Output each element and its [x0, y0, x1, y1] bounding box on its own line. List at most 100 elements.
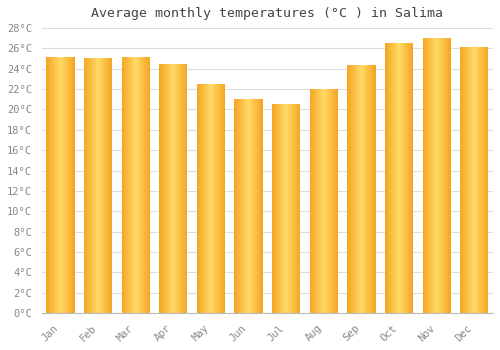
Bar [147, 57, 148, 313]
Bar [326, 89, 327, 313]
Bar [103, 57, 104, 313]
Bar [260, 99, 261, 313]
Bar [426, 38, 427, 313]
Bar [252, 99, 253, 313]
Bar [159, 64, 160, 313]
Bar [167, 64, 168, 313]
Bar [223, 84, 224, 313]
Bar [370, 65, 371, 313]
Bar [470, 47, 471, 313]
Bar [386, 43, 387, 313]
Bar [104, 57, 105, 313]
Bar [209, 84, 210, 313]
Bar [289, 104, 290, 313]
Bar [171, 64, 172, 313]
Bar [64, 57, 65, 313]
Bar [331, 89, 332, 313]
Bar [210, 84, 211, 313]
Bar [479, 47, 480, 313]
Title: Average monthly temperatures (°C ) in Salima: Average monthly temperatures (°C ) in Sa… [92, 7, 444, 20]
Bar [99, 57, 100, 313]
Bar [213, 84, 214, 313]
Bar [437, 38, 438, 313]
Bar [207, 84, 208, 313]
Bar [60, 57, 61, 313]
Bar [70, 57, 71, 313]
Bar [218, 84, 219, 313]
Bar [51, 57, 52, 313]
Bar [288, 104, 289, 313]
Bar [388, 43, 389, 313]
Bar [444, 38, 445, 313]
Bar [68, 57, 69, 313]
Bar [186, 64, 187, 313]
Bar [354, 65, 355, 313]
Bar [134, 57, 135, 313]
Bar [430, 38, 431, 313]
Bar [312, 89, 313, 313]
Bar [257, 99, 258, 313]
Bar [279, 104, 280, 313]
Bar [477, 47, 478, 313]
Bar [261, 99, 262, 313]
Bar [337, 89, 338, 313]
Bar [480, 47, 481, 313]
Bar [462, 47, 463, 313]
Bar [246, 99, 247, 313]
Bar [432, 38, 433, 313]
Bar [88, 57, 89, 313]
Bar [50, 57, 51, 313]
Bar [367, 65, 368, 313]
Bar [274, 104, 275, 313]
Bar [174, 64, 175, 313]
Bar [250, 99, 251, 313]
Bar [179, 64, 180, 313]
Bar [474, 47, 475, 313]
Bar [105, 57, 106, 313]
Bar [222, 84, 223, 313]
Bar [487, 47, 488, 313]
Bar [397, 43, 398, 313]
Bar [486, 47, 487, 313]
Bar [200, 84, 201, 313]
Bar [253, 99, 254, 313]
Bar [125, 57, 126, 313]
Bar [98, 57, 99, 313]
Bar [286, 104, 288, 313]
Bar [146, 57, 147, 313]
Bar [392, 43, 393, 313]
Bar [403, 43, 404, 313]
Bar [398, 43, 399, 313]
Bar [185, 64, 186, 313]
Bar [110, 57, 111, 313]
Bar [93, 57, 94, 313]
Bar [322, 89, 323, 313]
Bar [361, 65, 362, 313]
Bar [373, 65, 374, 313]
Bar [275, 104, 276, 313]
Bar [201, 84, 202, 313]
Bar [94, 57, 96, 313]
Bar [163, 64, 164, 313]
Bar [148, 57, 149, 313]
Bar [58, 57, 59, 313]
Bar [132, 57, 133, 313]
Bar [72, 57, 73, 313]
Bar [124, 57, 125, 313]
Bar [280, 104, 281, 313]
Bar [197, 84, 198, 313]
Bar [385, 43, 386, 313]
Bar [66, 57, 67, 313]
Bar [298, 104, 299, 313]
Bar [144, 57, 146, 313]
Bar [333, 89, 334, 313]
Bar [126, 57, 127, 313]
Bar [111, 57, 112, 313]
Bar [329, 89, 330, 313]
Bar [431, 38, 432, 313]
Bar [294, 104, 295, 313]
Bar [357, 65, 358, 313]
Bar [89, 57, 90, 313]
Bar [101, 57, 102, 313]
Bar [449, 38, 450, 313]
